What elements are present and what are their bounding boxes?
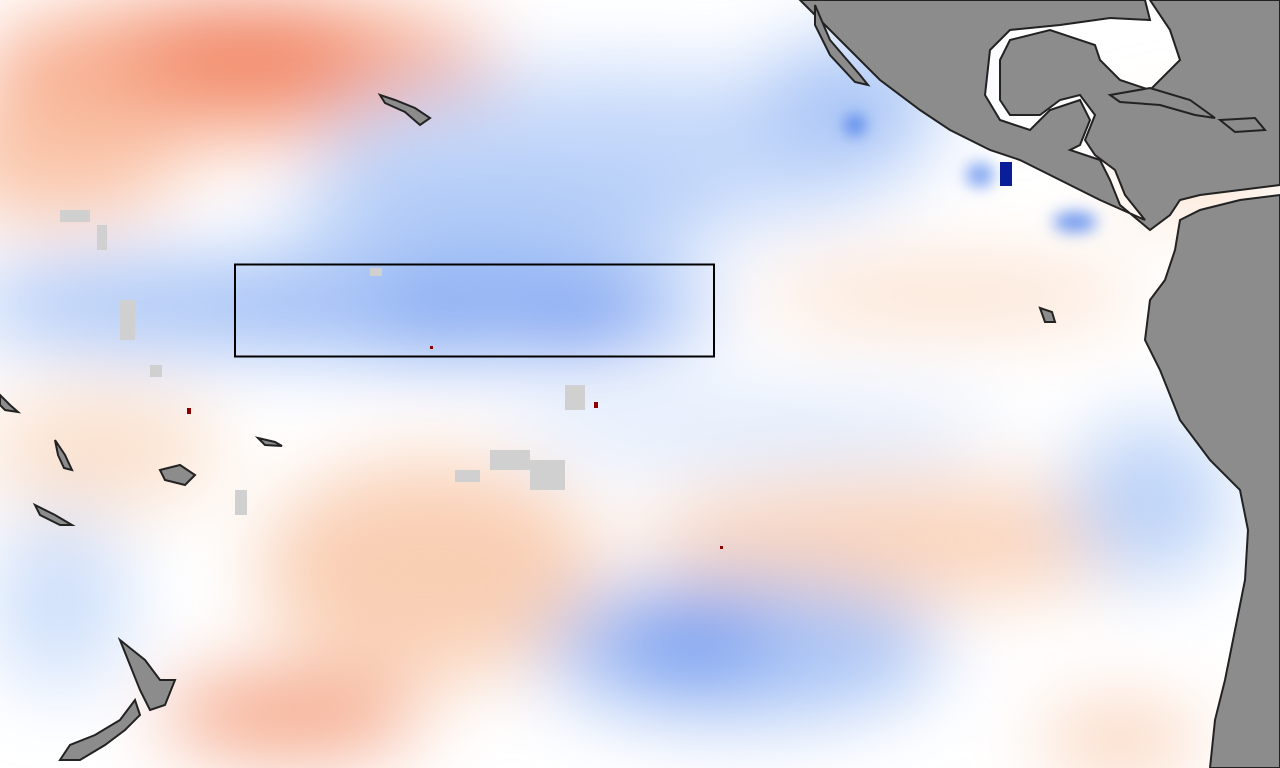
solomon-islands xyxy=(0,393,22,414)
vanuatu xyxy=(54,439,74,472)
warm-anomaly-region xyxy=(160,675,420,755)
cool-anomaly-region xyxy=(1070,420,1230,580)
new-caledonia xyxy=(32,502,76,526)
hawaii-islands xyxy=(377,93,432,127)
warm-extreme-spots xyxy=(187,346,723,549)
cool-anomaly-region xyxy=(390,293,490,337)
warm-anomaly-region xyxy=(760,265,1140,325)
cool-anomaly-region xyxy=(1053,212,1097,232)
north-america-landmass xyxy=(798,0,1280,232)
cool-anomaly-region xyxy=(610,605,770,675)
hispaniola xyxy=(1217,116,1268,134)
warm-anomaly-region xyxy=(1040,710,1200,768)
warm-anomaly-region xyxy=(260,460,600,680)
warm-anomaly-region xyxy=(0,100,180,220)
galapagos xyxy=(1038,306,1057,323)
cool-anomaly-region xyxy=(500,395,1000,465)
samoa xyxy=(254,436,283,447)
island-masks xyxy=(60,210,585,515)
cool-anomaly-region xyxy=(845,115,865,135)
cool-anomaly-region xyxy=(966,163,994,187)
cool-extreme-spot xyxy=(1000,162,1012,186)
fiji xyxy=(158,463,197,487)
new-zealand-north-island xyxy=(117,636,177,712)
warm-anomaly-region xyxy=(640,480,1160,600)
new-zealand-south-island xyxy=(58,697,142,761)
warm-anomaly-region xyxy=(130,15,370,85)
south-america-landmass xyxy=(1143,193,1280,768)
cool-anomaly-region xyxy=(520,293,640,343)
nino-region-highlight-box xyxy=(234,263,715,358)
cool-anomaly-region xyxy=(280,180,720,260)
cool-anomaly-region xyxy=(0,510,130,690)
baja-california xyxy=(814,4,871,87)
cuba xyxy=(1107,86,1216,119)
